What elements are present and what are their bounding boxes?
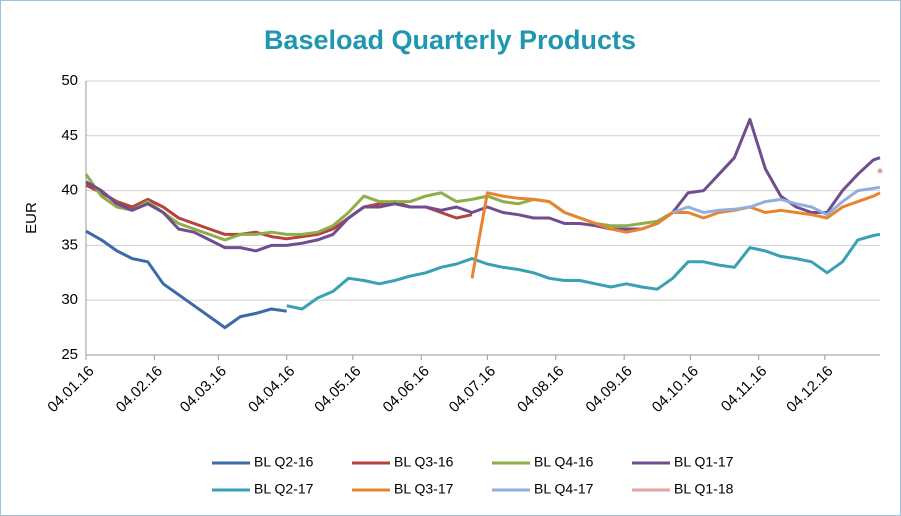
legend-label: BL Q1-17 [674, 454, 734, 470]
y-axis-label: EUR [23, 202, 40, 234]
y-tick-label: 45 [61, 127, 78, 144]
y-tick-label: 30 [61, 291, 78, 308]
series-line [85, 229, 287, 330]
legend-label: BL Q3-17 [394, 481, 454, 497]
y-tick-label: 25 [61, 346, 78, 363]
legend-label: BL Q3-16 [394, 454, 454, 470]
legend-label: BL Q2-16 [254, 454, 314, 470]
y-tick-label: 35 [61, 236, 78, 253]
legend-label: BL Q1-18 [674, 481, 734, 497]
y-tick-label: 40 [61, 182, 78, 199]
chart-title: Baseload Quarterly Products [264, 25, 636, 55]
legend-label: BL Q4-17 [534, 481, 594, 497]
y-tick-label: 50 [61, 72, 78, 89]
legend-label: BL Q2-17 [254, 481, 314, 497]
series-line [85, 117, 881, 253]
series-point [877, 168, 883, 174]
series-line [470, 191, 881, 279]
legend-label: BL Q4-16 [534, 454, 594, 470]
series-line [672, 185, 881, 217]
series-line [286, 232, 881, 311]
